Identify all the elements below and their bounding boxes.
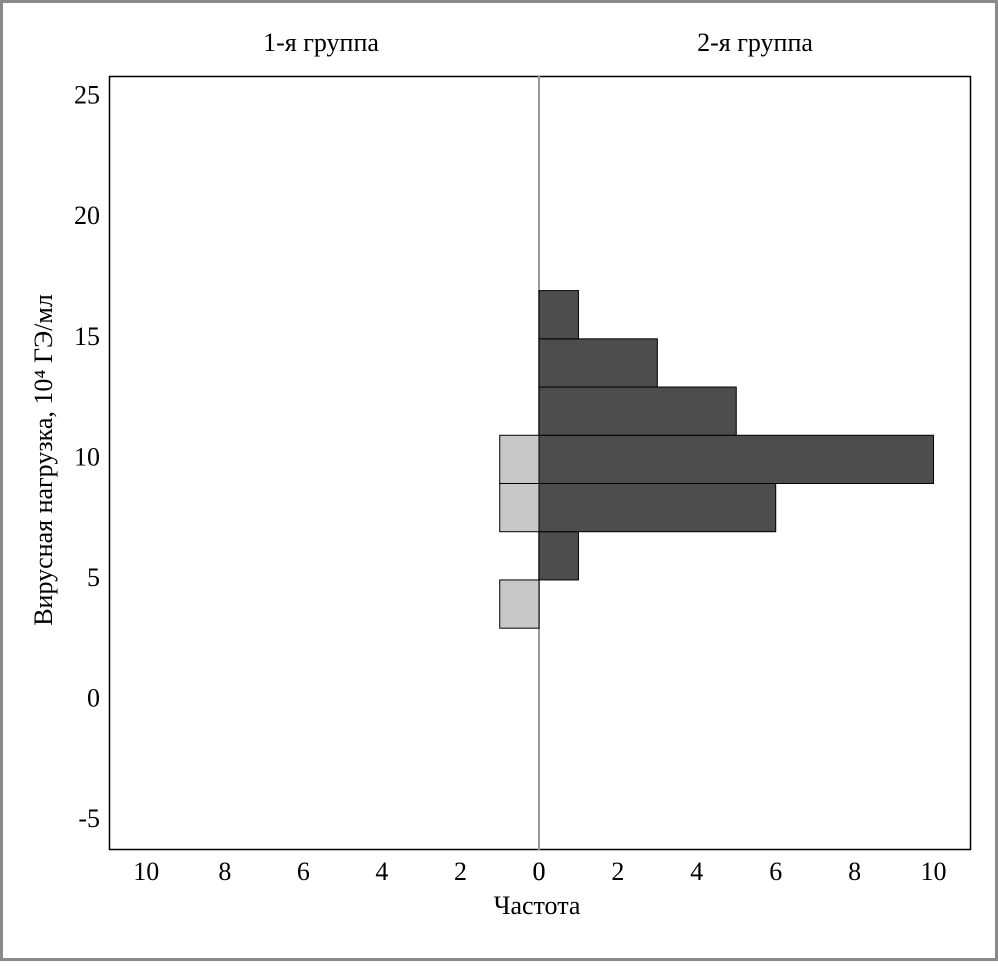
y-tick-label: -5 [78, 804, 100, 833]
y-tick-label: 15 [74, 322, 100, 351]
bar [538, 531, 579, 581]
x-tick-label: 6 [769, 857, 782, 886]
bar [538, 482, 777, 533]
x-axis-label: Частота [494, 891, 581, 920]
x-tick-label: 0 [533, 857, 546, 886]
y-tick-label: 10 [74, 442, 100, 471]
y-tick-label: 0 [87, 683, 100, 712]
x-tick-label: 2 [454, 857, 467, 886]
group-header: 1-я группа [263, 28, 379, 57]
x-tick-label: 8 [218, 857, 231, 886]
x-tick-label: 2 [611, 857, 624, 886]
bar [538, 338, 658, 388]
bar [499, 434, 540, 484]
y-tick-label: 25 [74, 81, 100, 110]
x-tick-label: 10 [921, 857, 947, 886]
bar [499, 579, 540, 629]
bar [538, 386, 737, 436]
y-tick-label: 20 [74, 201, 100, 230]
x-tick-label: 6 [297, 857, 310, 886]
bar [499, 482, 540, 533]
y-tick-label: 5 [87, 563, 100, 592]
x-tick-label: 0 [533, 857, 546, 886]
x-tick-label: 10 [133, 857, 159, 886]
group-header: 2-я группа [697, 28, 813, 57]
y-axis-label: Вирусная нагрузка, 10⁴ ГЭ/мл [29, 294, 58, 626]
x-tick-label: 4 [690, 857, 703, 886]
x-tick-label: 8 [848, 857, 861, 886]
bar [538, 434, 935, 484]
x-tick-label: 4 [375, 857, 388, 886]
bar [538, 290, 579, 340]
